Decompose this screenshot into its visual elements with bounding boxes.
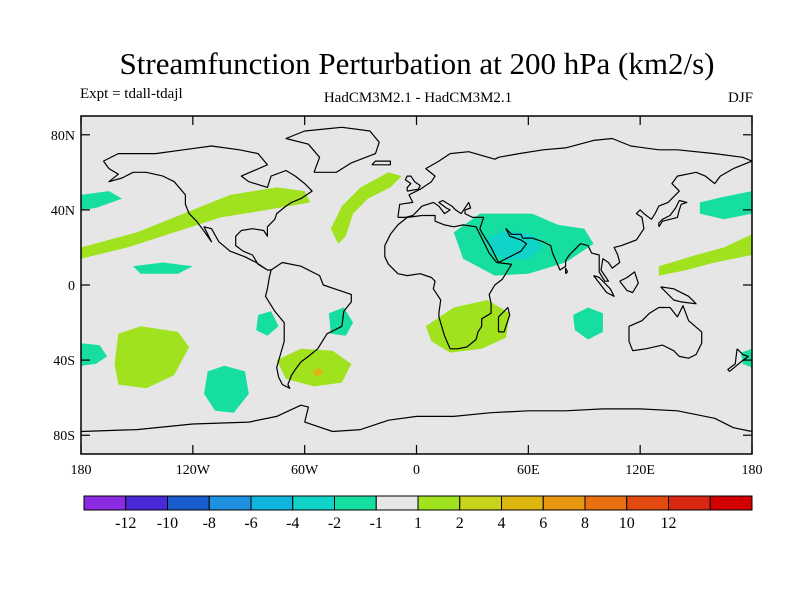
colorbar-label: 12 — [661, 515, 677, 532]
colorbar-swatch — [626, 495, 669, 511]
colorbar-swatch — [542, 495, 586, 511]
contour-s-pacific — [114, 326, 190, 389]
colorbar-label: 4 — [498, 515, 506, 532]
coastline-great-britain — [404, 175, 421, 192]
contour-s-atlantic — [276, 348, 352, 387]
coastline-sri-lanka — [565, 267, 569, 275]
colorbar-swatch — [292, 495, 335, 511]
coastline-borneo — [619, 271, 639, 294]
colorbar-swatch — [167, 495, 210, 511]
coastline-antarctica — [81, 404, 752, 433]
contour-brazil-neg — [256, 311, 279, 336]
colorbar-swatch — [417, 495, 461, 511]
y-tick-label: 40N — [51, 204, 75, 219]
contour-w-pacific-jet — [658, 234, 752, 276]
colorbar-swatch — [125, 495, 168, 511]
contour-n-atlantic-jet — [81, 187, 311, 259]
colorbar-swatch — [709, 495, 753, 511]
model-label: HadCM3M2.1 - HadCM3M2.1 — [324, 90, 512, 106]
colorbar-label: 1 — [414, 515, 422, 532]
contour-n-pacific-neg — [81, 191, 122, 210]
colorbar-swatch — [250, 495, 294, 511]
season-label: DJF — [728, 90, 753, 106]
colorbar-label: -8 — [203, 515, 216, 532]
colorbar-label: 2 — [456, 515, 464, 532]
colorbar-label: -1 — [370, 515, 383, 532]
colorbar-label: 8 — [581, 515, 589, 532]
coastline-new-guinea — [660, 286, 697, 305]
contour-s-atlantic-neg — [328, 307, 354, 336]
contour-s-indian-neg — [573, 307, 603, 340]
coastline-iceland — [371, 160, 391, 166]
colorbar-swatch — [83, 495, 127, 511]
colorbar-swatch — [375, 495, 419, 511]
colorbar-swatch — [208, 495, 252, 511]
colorbar-label: -2 — [328, 515, 341, 532]
colorbar-label: 6 — [539, 515, 547, 532]
y-tick-label: 80S — [53, 429, 75, 444]
y-tick-label: 80N — [51, 129, 75, 144]
colorbar-label: -6 — [244, 515, 257, 532]
coastline-south-america — [264, 261, 352, 389]
x-tick-label: 120W — [176, 463, 211, 478]
x-tick-label: 60W — [291, 463, 319, 478]
coastline-australia — [628, 305, 703, 359]
coastline-japan — [658, 199, 688, 228]
colorbar-swatch — [334, 495, 377, 511]
colorbar-swatch — [668, 495, 711, 511]
x-tick-label: 180 — [742, 463, 763, 478]
chart-title: Streamfunction Perturbation at 200 hPa (… — [120, 46, 715, 81]
contour-s-pacific-neg — [204, 365, 249, 413]
coastline-madagascar — [497, 306, 511, 333]
coastline-greenland — [285, 126, 380, 173]
coastline-sumatra — [593, 275, 615, 297]
contour-s-atlantic-center — [312, 367, 324, 377]
colorbar-label: -12 — [115, 515, 136, 532]
colorbar-swatch — [501, 495, 544, 511]
coastline-new-zealand — [727, 348, 749, 372]
coastline-eurasia — [397, 137, 752, 282]
experiment-label: Expt = tdall-tdajl — [80, 86, 183, 102]
contour-nw-pacific-neg — [699, 191, 752, 220]
colorbar-swatch — [584, 495, 628, 511]
x-tick-label: 0 — [413, 463, 420, 478]
colorbar-label: 10 — [619, 515, 635, 532]
colorbar-label: -10 — [157, 515, 178, 532]
coastline-north-america — [102, 145, 313, 271]
x-tick-label: 120E — [625, 463, 655, 478]
x-tick-label: 180 — [71, 463, 92, 478]
x-tick-label: 60E — [517, 463, 540, 478]
contour-s-africa — [425, 300, 510, 353]
contour-n-atlantic-tongue — [330, 172, 402, 244]
map-background — [81, 116, 752, 454]
colorbar-label: -4 — [286, 515, 299, 532]
y-tick-label: 0 — [68, 279, 75, 294]
contour-e-pacific-neg — [133, 262, 193, 274]
coastline-africa — [384, 214, 513, 350]
colorbar-swatch — [459, 495, 502, 511]
y-tick-label: 40S — [53, 354, 75, 369]
